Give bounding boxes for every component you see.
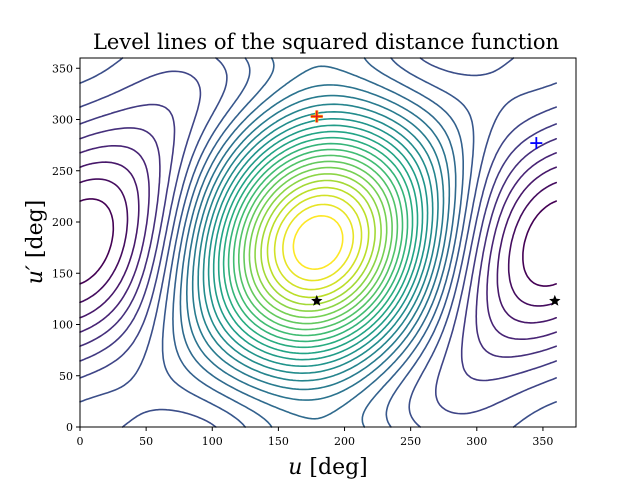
x-axis-label: u [deg] xyxy=(288,455,368,480)
contour-level xyxy=(191,94,445,391)
y-tick-label: 150 xyxy=(52,267,73,280)
contour-level xyxy=(243,160,393,325)
x-tick-label: 350 xyxy=(532,435,553,448)
contour-level xyxy=(202,111,434,374)
y-tick-label: 100 xyxy=(52,319,73,332)
contour-level xyxy=(186,84,451,401)
x-tick-label: 50 xyxy=(139,435,153,448)
contour-level xyxy=(232,148,404,337)
contour-level xyxy=(197,103,439,382)
marker-star xyxy=(311,294,323,306)
contour-lines xyxy=(79,57,557,428)
y-tick-label: 0 xyxy=(66,421,73,434)
axis-ticks: 0 50 100 150 200 250 300 350 0 50 100 150 200 250 300 3… xyxy=(52,62,553,448)
contour-level xyxy=(79,103,557,382)
contour-level xyxy=(292,215,344,270)
contour-level xyxy=(212,124,424,361)
markers xyxy=(310,110,561,306)
x-tick-label: 150 xyxy=(268,435,289,448)
contour-level xyxy=(227,142,409,343)
contour-level xyxy=(248,166,388,319)
contour-level xyxy=(179,65,457,420)
marker-plus xyxy=(530,137,543,150)
x-tick-label: 0 xyxy=(77,435,84,448)
contour-level xyxy=(79,70,557,415)
contour-level xyxy=(266,186,370,299)
y-axis-label: u′ [deg] xyxy=(23,200,48,285)
chart-title: Level lines of the squared distance func… xyxy=(93,30,559,54)
x-tick-label: 200 xyxy=(334,435,355,448)
y-tick-label: 200 xyxy=(52,216,73,229)
y-tick-label: 250 xyxy=(52,165,73,178)
contour-level xyxy=(172,57,464,428)
contour-level xyxy=(79,145,557,340)
x-tick-label: 300 xyxy=(466,435,487,448)
contour-level xyxy=(217,130,419,355)
contour-level xyxy=(79,178,557,307)
y-tick-label: 50 xyxy=(59,370,73,383)
contour-level xyxy=(207,118,429,367)
y-tick-label: 350 xyxy=(52,62,73,75)
contour-level xyxy=(273,194,363,291)
contour-level xyxy=(238,154,399,331)
y-tick-label: 300 xyxy=(52,114,73,127)
marker-star xyxy=(549,294,561,306)
x-tick-label: 100 xyxy=(202,435,223,448)
contour-level xyxy=(79,198,557,287)
contour-level xyxy=(254,173,382,312)
marker-plus xyxy=(310,110,323,123)
contour-level xyxy=(260,179,376,306)
contour-level xyxy=(79,57,557,428)
contour-level xyxy=(79,161,557,324)
contour-level xyxy=(161,57,475,428)
contour-level xyxy=(79,127,557,358)
plot-frame xyxy=(79,57,577,428)
contour-level xyxy=(282,203,355,282)
x-tick-label: 250 xyxy=(400,435,421,448)
contour-level xyxy=(222,136,414,349)
